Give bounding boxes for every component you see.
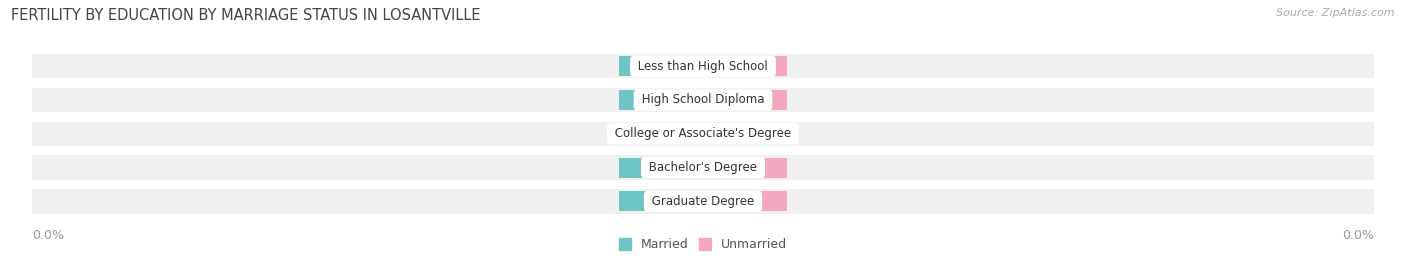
Bar: [32, 155, 1374, 180]
Bar: [32, 54, 1374, 78]
Bar: [32, 189, 1374, 214]
Bar: [619, 124, 703, 144]
Bar: [703, 124, 787, 144]
Text: 0.0%: 0.0%: [645, 196, 676, 206]
Bar: [619, 56, 703, 76]
Bar: [703, 90, 787, 110]
Text: FERTILITY BY EDUCATION BY MARRIAGE STATUS IN LOSANTVILLE: FERTILITY BY EDUCATION BY MARRIAGE STATU…: [11, 8, 481, 23]
Bar: [619, 192, 703, 211]
Legend: Married, Unmarried: Married, Unmarried: [613, 233, 793, 256]
Bar: [703, 56, 787, 76]
Text: 0.0%: 0.0%: [1341, 229, 1374, 242]
Bar: [619, 90, 703, 110]
Bar: [619, 158, 703, 178]
Text: 0.0%: 0.0%: [730, 196, 761, 206]
Text: 0.0%: 0.0%: [730, 129, 761, 139]
Bar: [32, 88, 1374, 112]
Text: Source: ZipAtlas.com: Source: ZipAtlas.com: [1277, 8, 1395, 18]
Text: 0.0%: 0.0%: [730, 95, 761, 105]
Text: 0.0%: 0.0%: [730, 162, 761, 173]
Text: 0.0%: 0.0%: [730, 61, 761, 71]
Text: College or Associate's Degree: College or Associate's Degree: [612, 127, 794, 140]
Text: Bachelor's Degree: Bachelor's Degree: [645, 161, 761, 174]
Text: High School Diploma: High School Diploma: [638, 94, 768, 107]
Text: 0.0%: 0.0%: [645, 162, 676, 173]
Text: Graduate Degree: Graduate Degree: [648, 195, 758, 208]
Text: 0.0%: 0.0%: [645, 95, 676, 105]
Text: 0.0%: 0.0%: [32, 229, 65, 242]
Text: Less than High School: Less than High School: [634, 60, 772, 73]
Bar: [703, 192, 787, 211]
Text: 0.0%: 0.0%: [645, 129, 676, 139]
Bar: [703, 158, 787, 178]
Text: 0.0%: 0.0%: [645, 61, 676, 71]
Bar: [32, 122, 1374, 146]
